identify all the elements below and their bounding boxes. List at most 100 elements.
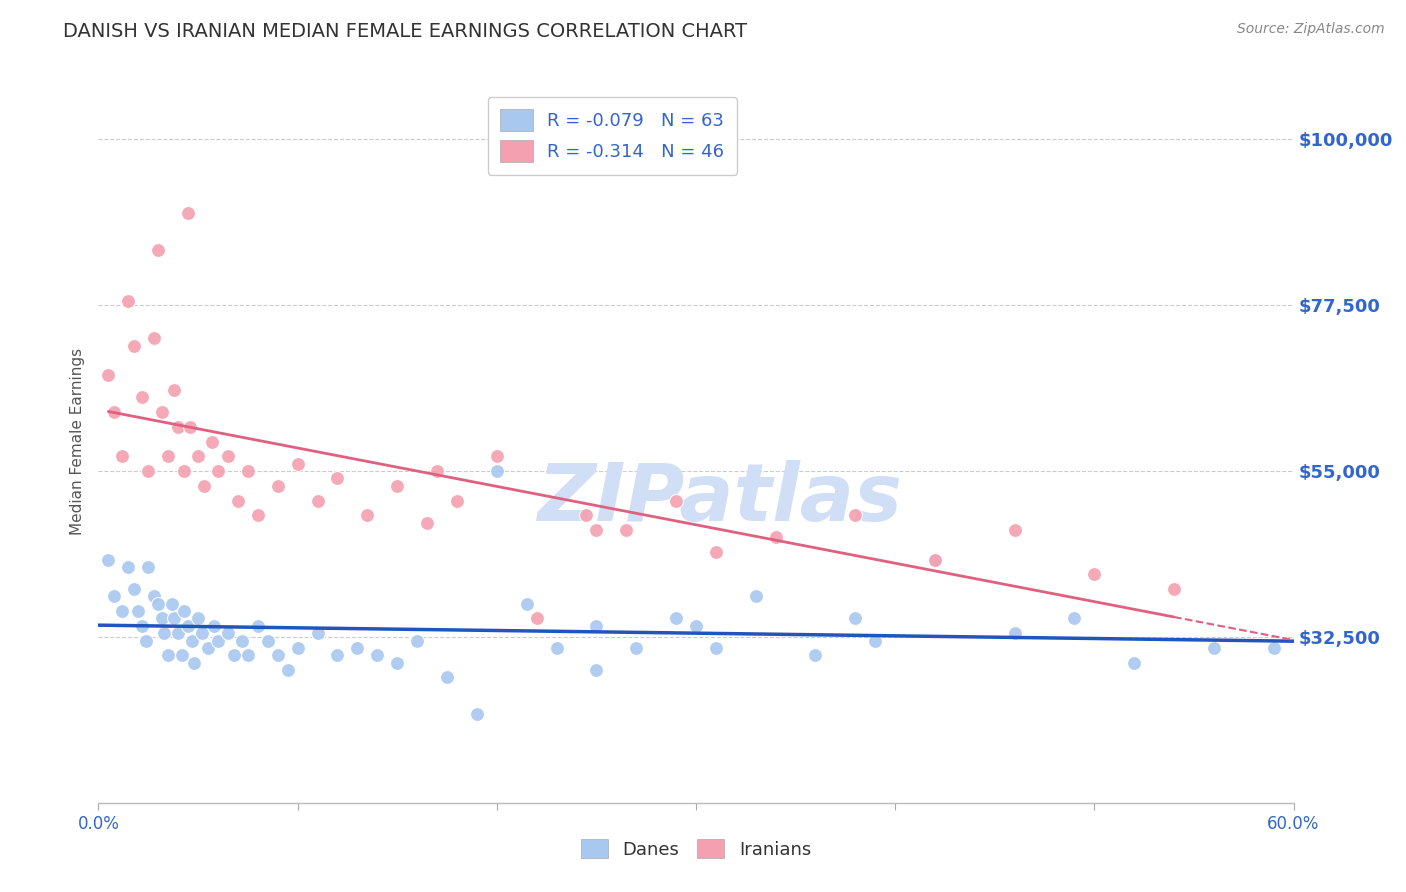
Point: [179, 419, 201, 434]
Point: [111, 450, 134, 464]
Point: [143, 590, 166, 604]
Point: [191, 626, 214, 640]
Point: [183, 656, 205, 670]
Point: [173, 464, 195, 478]
Point: [103, 405, 125, 419]
Point: [127, 604, 149, 618]
Point: [157, 648, 180, 663]
Point: [231, 633, 253, 648]
Point: [177, 619, 200, 633]
Point: [172, 648, 194, 663]
Point: [1123, 656, 1146, 670]
Point: [385, 656, 409, 670]
Point: [236, 648, 259, 663]
Point: [135, 633, 157, 648]
Point: [436, 670, 458, 684]
Point: [202, 619, 225, 633]
Point: [385, 479, 409, 493]
Point: [103, 590, 125, 604]
Point: [1063, 611, 1085, 625]
Point: [1202, 640, 1225, 655]
Point: [197, 640, 219, 655]
Point: [446, 493, 468, 508]
Point: [143, 331, 166, 345]
Point: [124, 582, 146, 596]
Point: [217, 626, 239, 640]
Point: [575, 508, 598, 523]
Text: Source: ZipAtlas.com: Source: ZipAtlas.com: [1237, 22, 1385, 37]
Point: [704, 640, 727, 655]
Point: [426, 464, 449, 478]
Point: [226, 493, 249, 508]
Point: [585, 663, 607, 677]
Point: [246, 508, 269, 523]
Point: [1163, 582, 1185, 596]
Point: [516, 597, 538, 611]
Point: [614, 523, 637, 537]
Point: [546, 640, 568, 655]
Point: [193, 479, 215, 493]
Point: [153, 626, 176, 640]
Point: [287, 640, 309, 655]
Point: [207, 464, 229, 478]
Point: [136, 560, 159, 574]
Point: [685, 619, 707, 633]
Point: [187, 611, 209, 625]
Point: [924, 552, 946, 566]
Point: [765, 530, 787, 544]
Point: [745, 590, 768, 604]
Point: [307, 493, 329, 508]
Point: [326, 648, 349, 663]
Point: [246, 619, 269, 633]
Point: [150, 611, 173, 625]
Point: [117, 294, 139, 309]
Point: [924, 552, 946, 566]
Point: [485, 464, 508, 478]
Point: [346, 640, 368, 655]
Point: [163, 611, 186, 625]
Point: [287, 457, 309, 471]
Point: [626, 640, 648, 655]
Point: [160, 597, 183, 611]
Point: [173, 604, 195, 618]
Point: [865, 633, 887, 648]
Point: [307, 626, 329, 640]
Point: [406, 633, 429, 648]
Point: [326, 471, 349, 485]
Point: [267, 479, 290, 493]
Point: [124, 339, 146, 353]
Point: [201, 434, 224, 449]
Point: [181, 633, 204, 648]
Point: [277, 663, 299, 677]
Point: [585, 523, 607, 537]
Point: [157, 450, 180, 464]
Point: [236, 464, 259, 478]
Point: [167, 626, 190, 640]
Point: [844, 611, 866, 625]
Point: [131, 390, 153, 404]
Point: [167, 419, 190, 434]
Point: [1083, 567, 1105, 582]
Point: [222, 648, 245, 663]
Point: [416, 516, 439, 530]
Point: [163, 383, 186, 397]
Point: [804, 648, 827, 663]
Legend: Danes, Iranians: Danes, Iranians: [574, 832, 818, 866]
Point: [465, 707, 488, 722]
Point: [665, 611, 688, 625]
Point: [585, 619, 607, 633]
Point: [97, 552, 120, 566]
Point: [117, 560, 139, 574]
Point: [148, 597, 170, 611]
Point: [485, 450, 508, 464]
Y-axis label: Median Female Earnings: Median Female Earnings: [69, 348, 84, 535]
Point: [111, 604, 134, 618]
Point: [177, 206, 200, 220]
Point: [844, 508, 866, 523]
Point: [207, 633, 229, 648]
Point: [1004, 626, 1026, 640]
Point: [148, 243, 170, 257]
Point: [356, 508, 378, 523]
Text: ZIPatlas: ZIPatlas: [537, 460, 903, 539]
Point: [1004, 523, 1026, 537]
